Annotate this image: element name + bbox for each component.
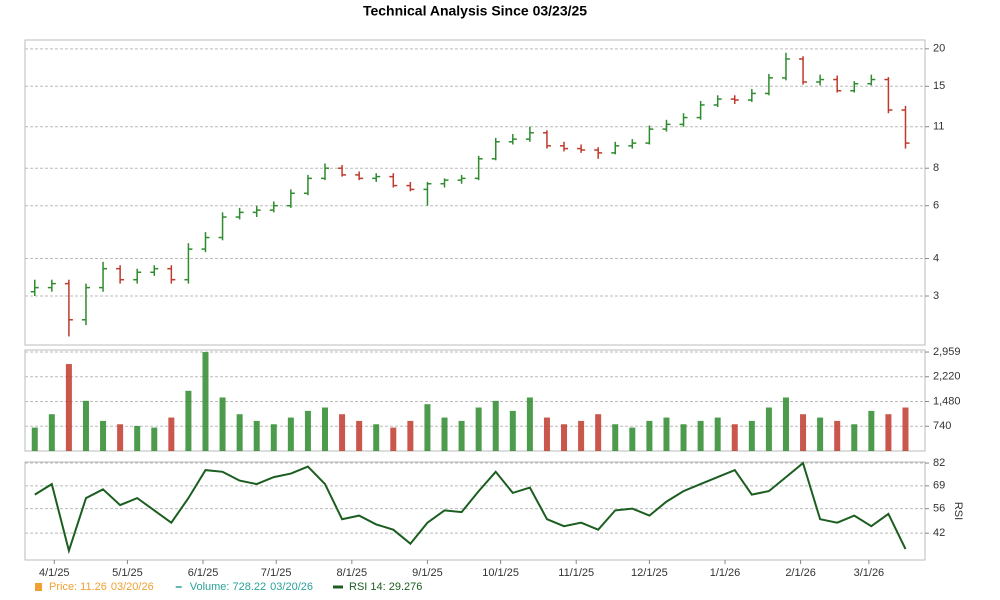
volume-bar <box>117 424 124 451</box>
x-tick-label: 10/1/25 <box>482 567 519 579</box>
volume-bar <box>185 390 192 451</box>
volume-bar <box>475 407 482 451</box>
volume-bar <box>492 400 499 451</box>
volume-bar <box>151 427 158 451</box>
volume-bar <box>100 420 107 451</box>
volume-bar <box>851 424 858 451</box>
y-tick-label: 4 <box>933 252 939 264</box>
volume-bar <box>543 417 550 451</box>
chart-title: Technical Analysis Since 03/23/25 <box>363 3 587 19</box>
volume-bar <box>407 420 414 451</box>
volume-bar <box>731 424 738 451</box>
y-tick-label: 6 <box>933 200 939 212</box>
panel-frame <box>24 39 926 346</box>
x-tick-label: 4/1/25 <box>39 567 70 579</box>
volume-bar <box>287 417 294 451</box>
volume-bar <box>339 414 346 451</box>
y-tick-label: 56 <box>933 503 945 515</box>
legend-label: Price: 11.26 <box>49 581 107 593</box>
volume-bar <box>424 404 431 451</box>
volume-bar <box>629 427 636 451</box>
x-tick-label: 2/1/26 <box>785 567 816 579</box>
legend-label: RSI 14: 29.276 <box>349 581 422 593</box>
volume-bar <box>800 414 807 451</box>
y-tick-label: 2,220 <box>933 371 961 383</box>
x-tick-label: 8/1/25 <box>337 567 368 579</box>
volume-bar <box>31 427 38 451</box>
volume-bar <box>595 414 602 451</box>
y-axis-label: RSI <box>952 502 964 520</box>
rsi-line <box>34 461 907 555</box>
volume-bar <box>612 424 619 451</box>
legend-icon <box>35 583 42 591</box>
x-tick-label: 12/1/25 <box>631 567 668 579</box>
y-tick-label: 15 <box>933 80 945 92</box>
volume-bar <box>509 410 516 451</box>
y-tick-label: 740 <box>933 420 951 432</box>
volume-bar <box>817 417 824 451</box>
volume-bar <box>219 397 226 451</box>
y-tick-label: 42 <box>933 527 945 539</box>
volume-bar <box>561 424 568 451</box>
volume-bar <box>663 417 670 451</box>
y-tick-label: 8 <box>933 162 939 174</box>
volume-bar <box>765 407 772 451</box>
volume-bar <box>868 410 875 451</box>
volume-bar <box>304 410 311 451</box>
volume-bar <box>168 417 175 451</box>
volume-bar <box>714 417 721 451</box>
y-tick-label: 3 <box>933 290 939 302</box>
x-tick-label: 3/1/26 <box>854 567 885 579</box>
volume-bar <box>82 400 89 451</box>
x-tick-label: 6/1/25 <box>188 567 219 579</box>
volume-bar <box>356 420 363 451</box>
volume-bar <box>458 420 465 451</box>
volume-bar <box>253 420 260 451</box>
panel-frame <box>24 349 926 452</box>
volume-bar <box>390 427 397 451</box>
y-tick-label: 82 <box>933 457 945 469</box>
volume-bar <box>373 424 380 451</box>
legend-date: 03/20/26 <box>111 581 154 593</box>
volume-bar <box>65 364 72 451</box>
y-tick-label: 11 <box>933 121 944 133</box>
volume-bar <box>697 420 704 451</box>
volume-bar <box>578 420 585 451</box>
volume-bar <box>748 420 755 451</box>
volume-bar <box>782 397 789 451</box>
volume-bar <box>834 420 841 451</box>
volume-bar <box>270 424 277 451</box>
volume-bar <box>441 417 448 451</box>
volume-bar <box>646 420 653 451</box>
volume-bar <box>526 397 533 451</box>
legend-label: Volume: 728.22 <box>190 581 266 593</box>
volume-bar <box>322 407 328 451</box>
x-tick-label: 7/1/25 <box>261 567 292 579</box>
panel-frame <box>24 461 926 561</box>
volume-bar <box>134 425 141 451</box>
y-tick-label: 20 <box>933 43 945 55</box>
volume-bar <box>236 414 243 451</box>
x-tick-label: 11/1/25 <box>558 567 594 579</box>
volume-bar <box>48 414 55 451</box>
volume-bar <box>902 407 909 451</box>
legend-date: 03/20/26 <box>270 581 313 593</box>
x-tick-label: 5/1/25 <box>112 567 143 579</box>
y-tick-label: 69 <box>933 480 945 492</box>
volume-bar <box>680 424 687 451</box>
volume-bar <box>885 414 892 451</box>
y-tick-label: 1,480 <box>933 395 961 407</box>
x-tick-label: 1/1/26 <box>710 567 741 579</box>
x-tick-label: 9/1/25 <box>412 567 443 579</box>
y-tick-label: 2,959 <box>933 346 961 358</box>
volume-bar <box>202 352 209 451</box>
